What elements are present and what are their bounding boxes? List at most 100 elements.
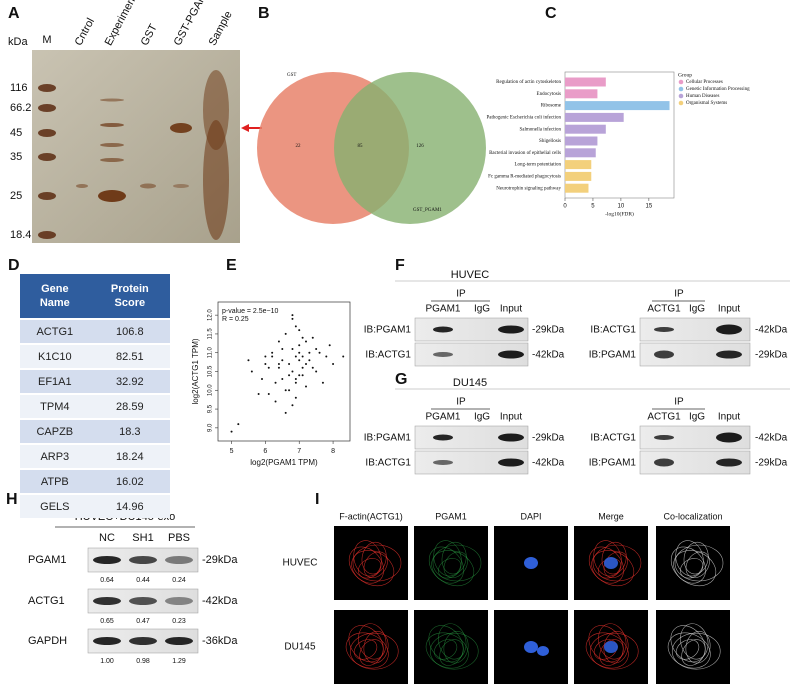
lane-label: ACTG1 bbox=[647, 304, 681, 315]
protein-table: Gene Name Protein Score ACTG1 106.8 K1C10 8… bbox=[20, 272, 170, 520]
scatter-point bbox=[277, 362, 280, 365]
blot-label: ACTG1 bbox=[28, 595, 65, 607]
size-label: -42kDa bbox=[755, 433, 788, 444]
table-cell: 16.02 bbox=[89, 470, 170, 493]
scatter-point bbox=[291, 314, 294, 317]
panel-letter: A bbox=[8, 5, 20, 22]
category-label: Long-term potentiation bbox=[514, 163, 561, 168]
row-label: DU145 bbox=[284, 642, 316, 653]
scatter-point bbox=[247, 359, 250, 362]
bar bbox=[565, 171, 592, 181]
micrograph bbox=[334, 610, 408, 684]
scatter-point bbox=[257, 393, 260, 396]
column-label: Merge bbox=[598, 511, 624, 521]
lane-label: PGAM1 bbox=[425, 304, 460, 315]
table-row: TPM4 28.59 bbox=[20, 395, 170, 418]
quant-label: 0.65 bbox=[100, 618, 114, 625]
y-tick-label: 10.0 bbox=[208, 384, 214, 396]
scatter-point bbox=[305, 340, 307, 343]
cell-signal bbox=[441, 541, 467, 575]
scatter-point bbox=[274, 400, 277, 403]
x-axis-label: -log10(FDR) bbox=[605, 210, 634, 217]
gel-band bbox=[140, 183, 156, 189]
nucleus bbox=[524, 557, 538, 569]
blot-image bbox=[414, 342, 529, 367]
scatter-point bbox=[277, 366, 280, 369]
scatter-point bbox=[294, 381, 297, 384]
scatter-point bbox=[294, 355, 297, 358]
table-cell: ACTG1 bbox=[20, 320, 90, 343]
cell-signal bbox=[359, 639, 384, 666]
scatter-point bbox=[308, 359, 311, 362]
blot-label: IB:PGAM1 bbox=[589, 458, 637, 469]
scatter-point bbox=[271, 355, 274, 358]
y-tick-label: 11.5 bbox=[208, 328, 214, 340]
scatter-point bbox=[264, 362, 267, 365]
blot-band bbox=[93, 597, 121, 605]
category-label: Ribosome bbox=[541, 104, 562, 109]
cell-signal bbox=[358, 623, 387, 660]
cell-signal bbox=[671, 632, 721, 670]
cell-signal bbox=[673, 550, 717, 587]
gel-band bbox=[98, 190, 126, 202]
table-cell: 106.8 bbox=[89, 320, 170, 343]
blot-band bbox=[165, 597, 193, 605]
scatter-point bbox=[332, 362, 335, 365]
blot-image bbox=[639, 317, 751, 342]
category-label: Endocytosis bbox=[537, 92, 561, 97]
bar bbox=[565, 183, 589, 193]
size-label: -42kDa bbox=[755, 325, 788, 336]
table-cell: K1C10 bbox=[20, 345, 90, 368]
quant-label: 0.64 bbox=[100, 577, 114, 584]
cell-signal bbox=[601, 541, 627, 575]
size-label: -42kDa bbox=[532, 458, 565, 469]
bar bbox=[565, 124, 606, 134]
panel-letter: H bbox=[6, 491, 18, 508]
category-label: Pathogenic Escherichia coli infection bbox=[486, 116, 561, 121]
marker-label: 66.2 bbox=[10, 102, 31, 114]
cell-signal bbox=[433, 639, 458, 660]
quant-label: 0.47 bbox=[136, 618, 150, 625]
cell-signal bbox=[443, 551, 468, 579]
legend-swatch bbox=[678, 100, 684, 106]
scatter-point bbox=[315, 370, 318, 373]
blot-image bbox=[639, 425, 751, 450]
legend-label: Genetic Information Processing bbox=[686, 87, 750, 92]
blot-band bbox=[93, 637, 121, 645]
cell-signal bbox=[598, 623, 627, 660]
marker-label: 35 bbox=[10, 151, 22, 163]
scatter-point bbox=[301, 336, 304, 339]
scatter-point bbox=[284, 389, 287, 392]
scatter-point bbox=[342, 355, 345, 358]
blot-label: IB:PGAM1 bbox=[364, 433, 412, 444]
scatter-point bbox=[291, 404, 294, 407]
scatter-point bbox=[250, 370, 253, 373]
scatter-point bbox=[308, 351, 311, 354]
category-label: Salmonella infection bbox=[519, 127, 561, 132]
cell-signal bbox=[675, 540, 704, 577]
x-tick-label: 5 bbox=[230, 448, 234, 455]
legend-swatch bbox=[678, 86, 684, 92]
cell-signal bbox=[680, 558, 704, 579]
plot-frame bbox=[564, 71, 675, 199]
micrograph bbox=[656, 526, 730, 600]
blot-band bbox=[498, 458, 524, 467]
lane-label: Experimental bbox=[103, 0, 144, 48]
gel-band bbox=[38, 129, 56, 137]
scatter-point bbox=[281, 359, 284, 362]
gel-band bbox=[38, 84, 56, 92]
venn-set bbox=[334, 72, 486, 224]
scatter-point bbox=[267, 393, 270, 396]
legend-label: Organismal Systems bbox=[686, 101, 727, 106]
bar bbox=[565, 77, 606, 87]
lane-label: Input bbox=[500, 412, 522, 423]
scatter-point bbox=[315, 347, 318, 350]
table-row: ARP3 18.24 bbox=[20, 445, 170, 468]
x-axis-label: log2(PGAM1 TPM) bbox=[250, 458, 318, 467]
gel-band bbox=[173, 184, 189, 188]
lane-label: M bbox=[42, 34, 51, 46]
blot-band bbox=[129, 556, 157, 564]
quant-label: 0.23 bbox=[172, 618, 186, 625]
size-label: -29kDa bbox=[755, 458, 788, 469]
legend-label: Cellular Processes bbox=[686, 80, 723, 85]
